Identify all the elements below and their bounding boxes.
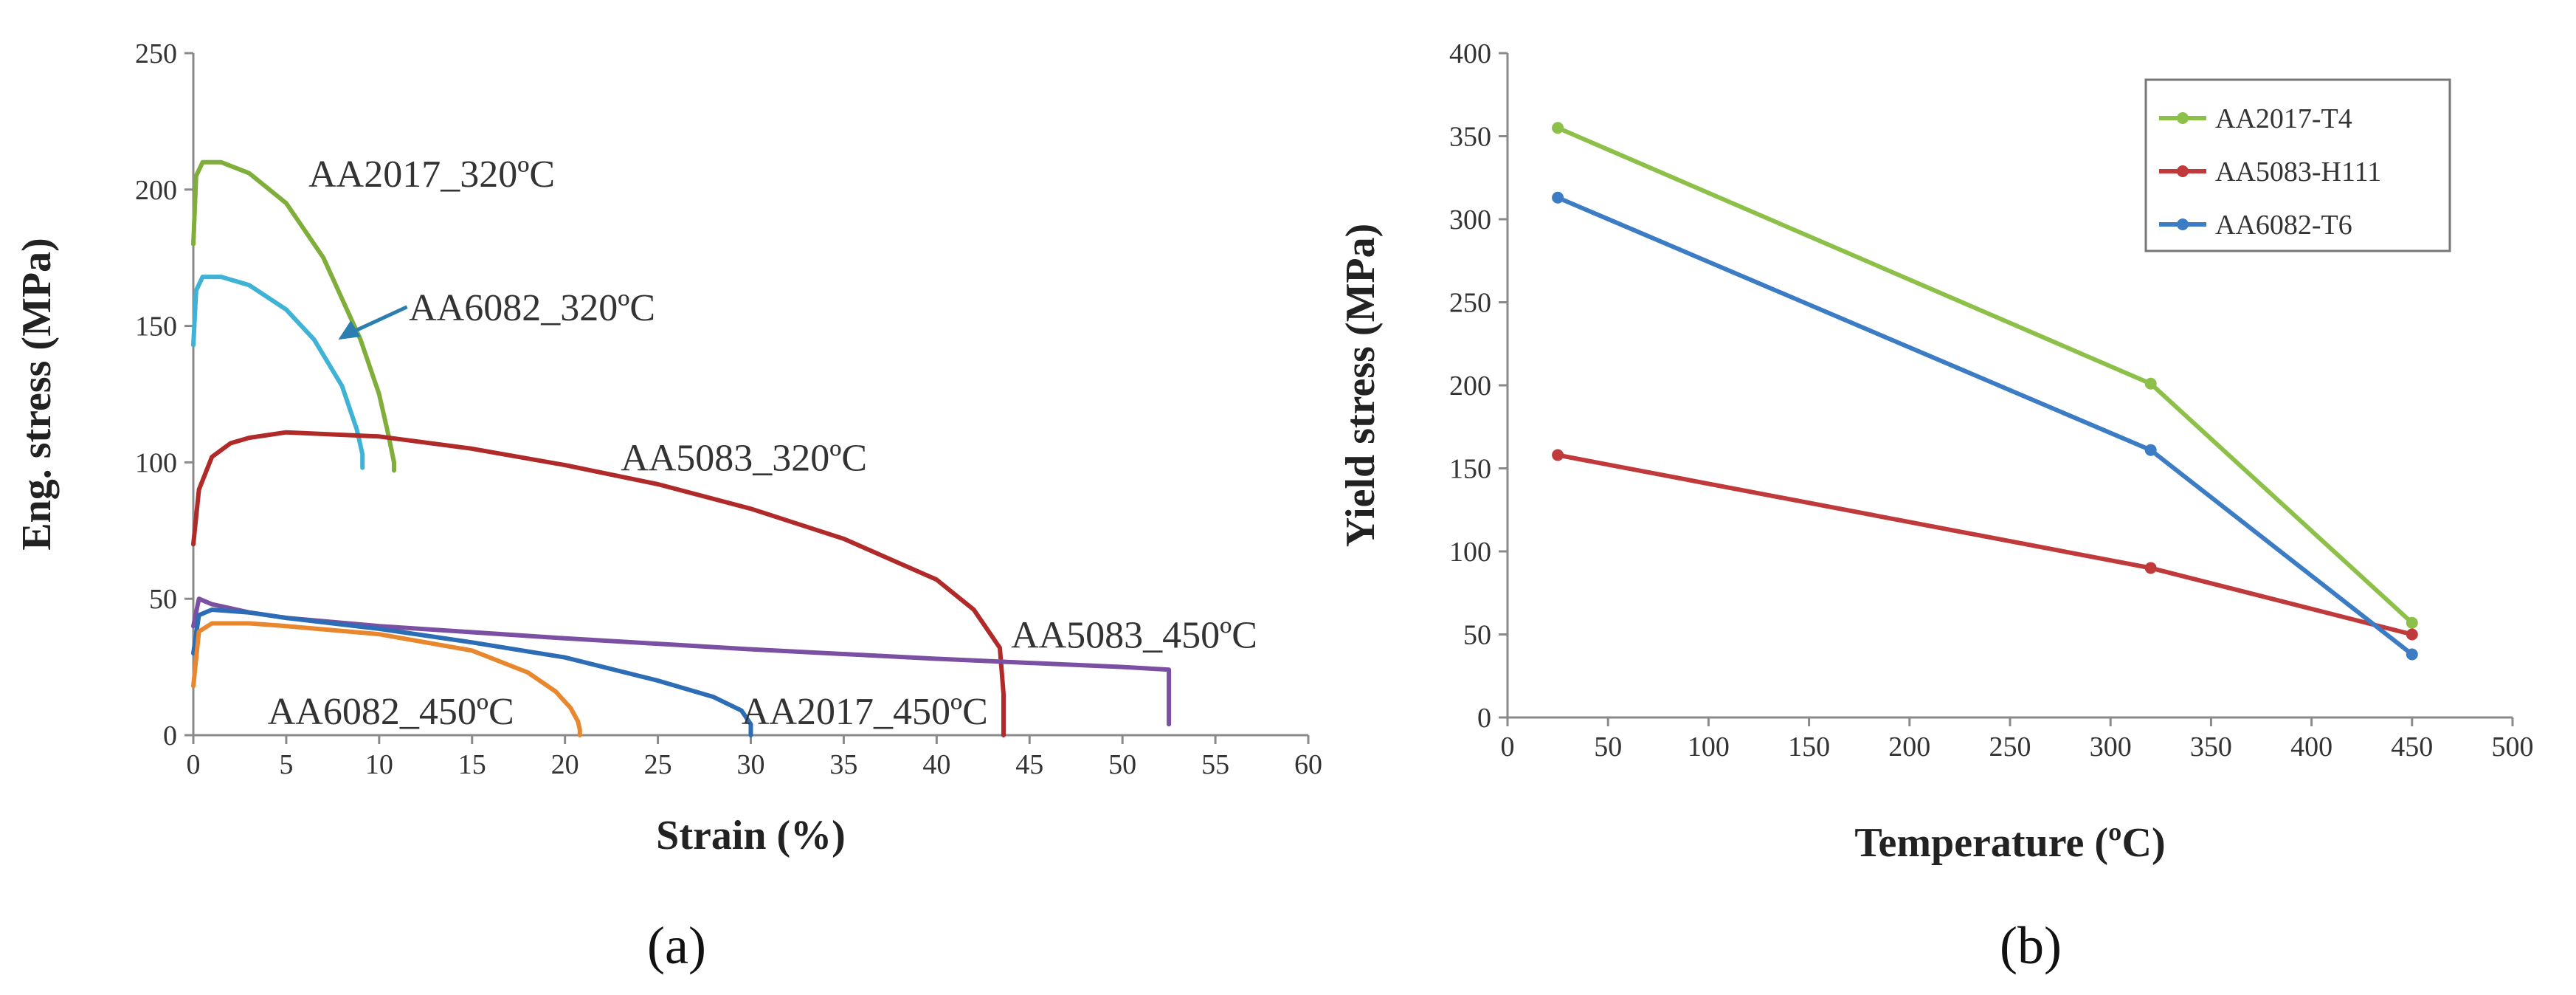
a-x-tick-label: 10 xyxy=(365,749,393,780)
curve-aa2017-450-c xyxy=(191,607,753,737)
series-line-aa5083-h111 xyxy=(1557,452,2413,637)
a-y-axis-title: Eng. stress (MPa) xyxy=(14,238,60,551)
a-x-tick-label: 25 xyxy=(644,749,672,780)
b-y-tick-label: 0 xyxy=(1477,703,1491,734)
point-aa5083-h111 xyxy=(2144,562,2157,574)
b-x-tick-label: 400 xyxy=(2290,731,2332,762)
a-y-tick-label: 200 xyxy=(135,175,177,206)
annotation-arrow-head xyxy=(338,320,361,340)
curve-aa6082-450-c xyxy=(191,621,582,737)
legend-label-aa5083-h111: AA5083-H111 xyxy=(2215,156,2381,187)
b-x-tick-label: 150 xyxy=(1788,731,1830,762)
b-x-tick-label: 200 xyxy=(1888,731,1930,762)
point-aa2017-t4 xyxy=(1552,122,1564,134)
series-line-aa6082-t6 xyxy=(1556,196,2414,656)
a-y-tick-label: 50 xyxy=(149,584,177,615)
legend-marker-aa5083-h111 xyxy=(2177,165,2189,177)
b-y-tick-label: 400 xyxy=(1449,38,1491,69)
yield-stress-chart: 0 50 100 150 200 250 300 350 400 450 500 0 50 100 150 2… xyxy=(1338,38,2534,866)
curve-label-aa5083-450-c: AA5083_450ºC xyxy=(1011,615,1257,657)
b-x-axis-title: Temperature (ºC) xyxy=(1854,820,2165,866)
a-x-tick-label: 60 xyxy=(1294,749,1322,780)
b-y-tick-label: 100 xyxy=(1449,537,1491,568)
a-y-tick-label: 250 xyxy=(135,38,177,69)
point-aa6082-t6 xyxy=(2406,648,2418,661)
b-y-axis-title: Yield stress (MPa) xyxy=(1338,224,1384,548)
b-y-tick-label: 150 xyxy=(1449,454,1491,485)
b-x-tick-label: 500 xyxy=(2492,731,2534,762)
b-x-tick-label: 250 xyxy=(1989,731,2031,762)
curve-aa6082-320-c xyxy=(191,275,365,470)
a-y-tick-label: 0 xyxy=(163,720,177,751)
a-x-tick-label: 55 xyxy=(1201,749,1229,780)
curve-aa5083-320-c xyxy=(191,430,1006,737)
a-x-axis-title: Strain (%) xyxy=(656,813,846,858)
point-aa6082-t6 xyxy=(1552,191,1564,204)
point-aa5083-h111 xyxy=(2406,628,2418,641)
a-x-tick-label: 5 xyxy=(279,749,293,780)
a-x-tick-label: 15 xyxy=(458,749,486,780)
b-y-tick-label: 300 xyxy=(1449,204,1491,235)
legend: AA2017-T4 AA5083-H111 AA6082-T6 xyxy=(2144,78,2451,252)
a-x-tick-label: 45 xyxy=(1015,749,1043,780)
curve-label-aa2017-450-c: AA2017_450ºC xyxy=(742,691,988,733)
caption-a: (a) xyxy=(647,916,706,975)
b-y-tick-label: 200 xyxy=(1449,371,1491,402)
b-y-tick-label: 50 xyxy=(1463,620,1491,651)
curve-label-aa5083-320-c: AA5083_320ºC xyxy=(621,437,867,479)
b-x-tick-label: 450 xyxy=(2391,731,2433,762)
legend-label-aa2017-t4: AA2017-T4 xyxy=(2215,103,2352,134)
curve-label-aa2017-320-c: AA2017_320ºC xyxy=(308,154,555,196)
stress-strain-chart: 0 5 10 15 20 25 30 35 40 45 50 55 60 0 50 100 150 200 250 S… xyxy=(14,38,1322,858)
a-x-tick-label: 0 xyxy=(187,749,201,780)
b-x-tick-label: 0 xyxy=(1501,731,1515,762)
b-y-tick-label: 250 xyxy=(1449,288,1491,319)
curve-aa5083-450-c xyxy=(191,596,1172,727)
a-y-tick-label: 150 xyxy=(135,311,177,342)
a-x-tick-label: 30 xyxy=(737,749,765,780)
curve-label-aa6082-320-c: AA6082_320ºC xyxy=(409,287,655,329)
b-x-tick-label: 350 xyxy=(2190,731,2232,762)
b-x-tick-label: 300 xyxy=(2090,731,2132,762)
point-aa6082-t6 xyxy=(2144,444,2157,456)
legend-label-aa6082-t6: AA6082-T6 xyxy=(2215,210,2352,241)
a-x-tick-label: 40 xyxy=(922,749,950,780)
legend-marker-aa2017-t4 xyxy=(2177,112,2189,124)
a-x-tick-label: 35 xyxy=(829,749,857,780)
point-aa5083-h111 xyxy=(1552,449,1564,461)
a-x-tick-label: 20 xyxy=(551,749,579,780)
a-y-tick-label: 100 xyxy=(135,447,177,478)
legend-marker-aa6082-t6 xyxy=(2177,218,2189,230)
point-aa2017-t4 xyxy=(2406,616,2418,629)
b-x-tick-label: 50 xyxy=(1594,731,1622,762)
curve-label-aa6082-450-c: AA6082_450ºC xyxy=(268,691,514,733)
point-aa2017-t4 xyxy=(2144,377,2157,390)
b-y-tick-label: 350 xyxy=(1449,122,1491,153)
a-x-tick-label: 50 xyxy=(1108,749,1136,780)
caption-b: (b) xyxy=(2000,916,2062,975)
b-x-tick-label: 100 xyxy=(1688,731,1730,762)
